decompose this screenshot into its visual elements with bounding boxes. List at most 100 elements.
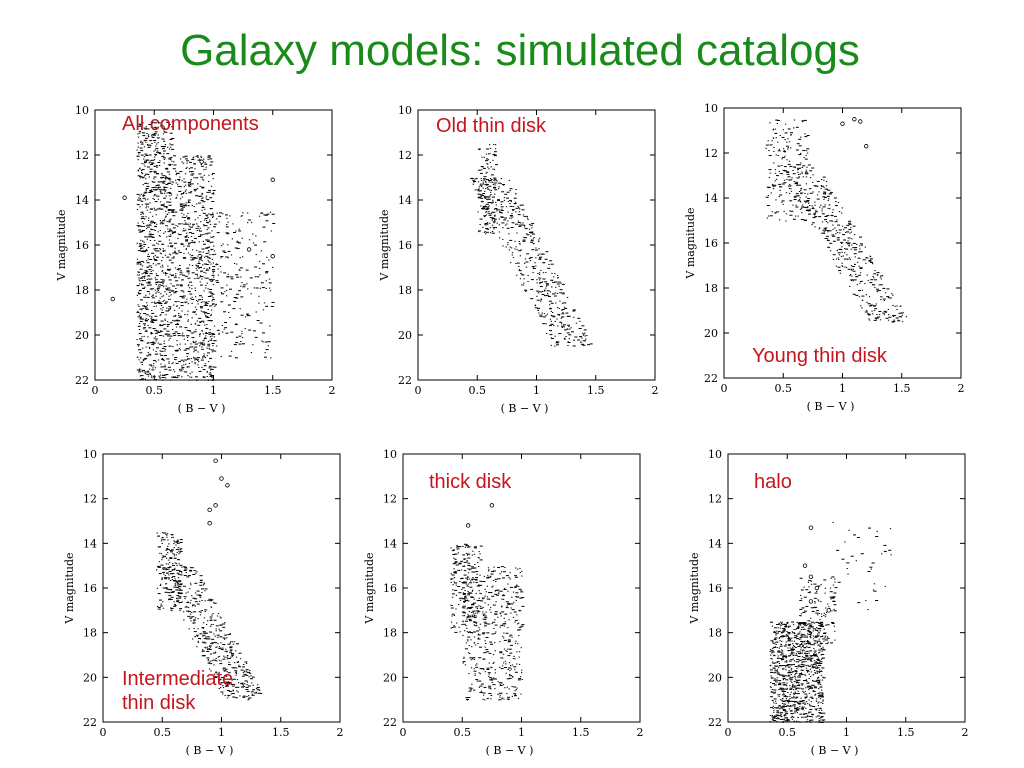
data-point (145, 137, 148, 139)
data-point (493, 154, 497, 156)
data-point (220, 677, 224, 679)
data-point (523, 278, 525, 280)
data-point (838, 229, 842, 231)
star-marker (213, 458, 218, 463)
data-point (805, 183, 807, 185)
data-point (215, 630, 217, 632)
data-point (186, 610, 190, 612)
data-point (882, 287, 886, 289)
data-point (474, 673, 476, 675)
data-point (160, 266, 162, 268)
data-point (193, 348, 195, 350)
data-point (484, 588, 486, 590)
data-point (209, 631, 213, 633)
data-point (202, 631, 205, 633)
data-point (524, 258, 527, 260)
data-point (186, 356, 188, 357)
data-point (471, 567, 475, 569)
data-point (514, 690, 516, 692)
data-point (154, 223, 156, 224)
data-point (479, 224, 481, 225)
data-point (786, 687, 788, 689)
data-point (168, 578, 170, 580)
data-point (163, 366, 167, 368)
data-point (484, 195, 486, 197)
data-point (163, 299, 165, 301)
data-point (225, 332, 229, 334)
data-point (207, 259, 209, 261)
data-point (153, 150, 155, 152)
data-point (459, 580, 461, 582)
data-point (243, 673, 247, 675)
data-point (806, 635, 808, 637)
data-point (818, 670, 820, 672)
data-point (184, 343, 186, 345)
data-point (829, 220, 833, 222)
data-point (140, 299, 143, 301)
data-point (487, 187, 489, 189)
data-point (472, 610, 474, 612)
data-point (186, 245, 190, 247)
data-point (179, 343, 181, 345)
data-point (188, 611, 192, 613)
data-point (814, 185, 818, 187)
data-point (773, 702, 775, 704)
data-point (494, 619, 496, 621)
data-point (504, 613, 508, 615)
data-point (213, 245, 215, 247)
data-point (189, 617, 193, 619)
data-point (503, 617, 505, 619)
data-point (164, 206, 168, 208)
data-point (462, 593, 465, 594)
data-point (805, 173, 807, 175)
data-point (148, 327, 152, 329)
data-point (163, 577, 167, 579)
data-point (220, 649, 224, 651)
data-point (180, 186, 182, 188)
data-point (808, 633, 812, 635)
data-point (478, 230, 481, 232)
data-point (160, 330, 162, 332)
data-point (490, 666, 492, 668)
data-point (148, 233, 152, 235)
data-point (250, 221, 253, 223)
data-point (151, 321, 153, 322)
data-point (153, 207, 155, 209)
data-point (137, 356, 139, 358)
data-point (545, 283, 549, 285)
data-point (163, 153, 165, 155)
data-point (893, 319, 895, 321)
data-point (796, 651, 800, 653)
data-point (195, 313, 197, 315)
data-point (190, 620, 192, 622)
data-point (191, 595, 193, 597)
data-point (802, 649, 804, 651)
data-point (141, 230, 145, 231)
data-point (494, 193, 496, 195)
data-point (491, 218, 495, 219)
data-point (788, 160, 790, 162)
data-point (491, 202, 493, 204)
data-point (521, 224, 525, 226)
data-point (804, 652, 806, 654)
data-point (198, 254, 202, 256)
data-point (154, 332, 158, 334)
data-point (177, 183, 179, 185)
data-point (211, 376, 213, 378)
data-point (867, 313, 871, 315)
data-point (161, 605, 163, 607)
data-point (884, 292, 887, 294)
data-point (518, 224, 521, 226)
data-point (203, 344, 205, 346)
data-point (178, 602, 180, 604)
data-point (175, 319, 179, 321)
data-point (801, 684, 803, 686)
data-point (478, 657, 482, 659)
data-point (466, 608, 468, 610)
data-point (500, 624, 504, 626)
data-point (486, 222, 489, 224)
data-point (141, 250, 145, 252)
data-point (457, 569, 461, 571)
data-point (783, 629, 785, 630)
data-point (508, 662, 511, 664)
